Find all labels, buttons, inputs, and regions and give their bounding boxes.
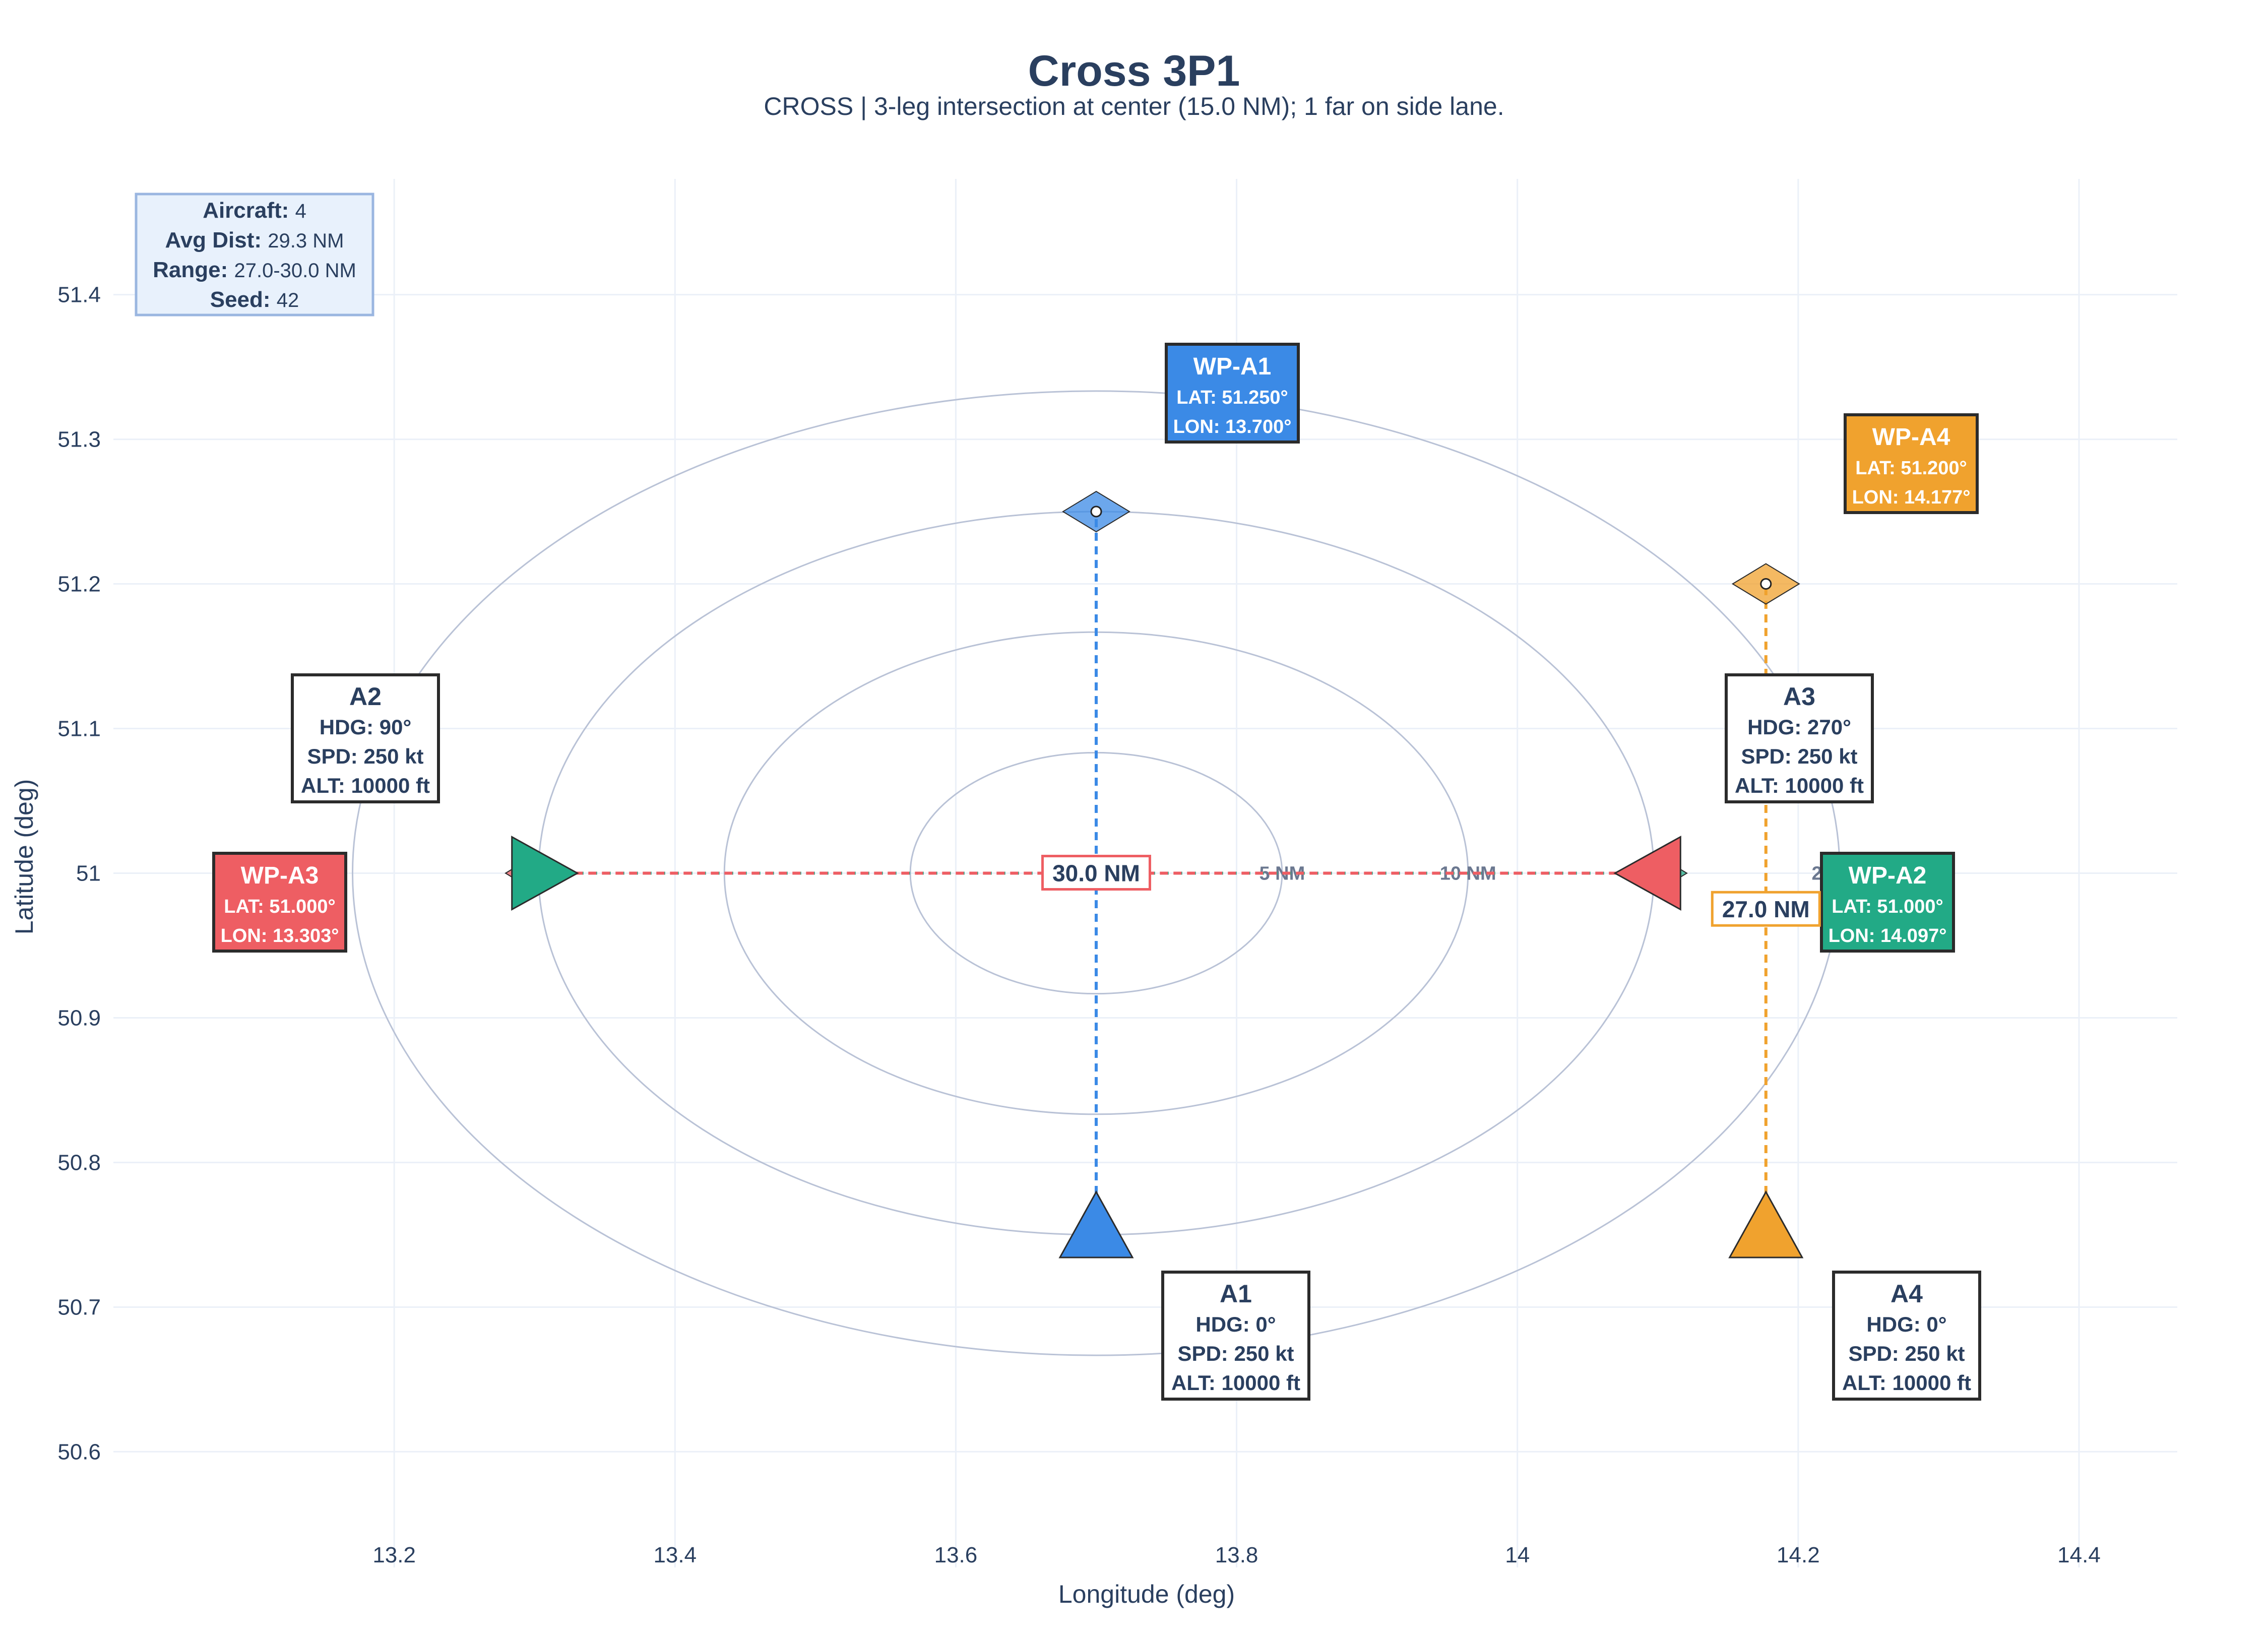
stats-value: 42	[277, 289, 299, 311]
waypoint-dot-a4	[1760, 578, 1772, 590]
aircraft-label-a3-frame	[1725, 673, 1874, 803]
waypoint-label-a3-frame	[212, 852, 347, 953]
waypoint-label-a4-line: WP-A4	[1872, 424, 1950, 451]
aircraft-label-a2-line: SPD: 250 kt	[307, 744, 423, 768]
stats-value: 27.0-30.0 NM	[234, 260, 356, 282]
waypoint-label-a2-frame	[1820, 852, 1955, 953]
waypoint-label-a4: WP-A4 LAT: 51.200° LON: 14.177°	[1844, 413, 1979, 514]
y-tick-label: 50.8	[57, 1150, 101, 1175]
aircraft-label-a4-frame	[1832, 1271, 1981, 1401]
y-tick-label: 50.7	[57, 1295, 101, 1319]
chart-title: Cross 3P1	[1028, 47, 1240, 95]
aircraft-label-a3-line: HDG: 270°	[1747, 715, 1851, 739]
stats-panel-frame	[135, 193, 374, 317]
aircraft-label-a2-line: ALT: 10000 ft	[301, 774, 430, 797]
waypoint-label-a3-line: LON: 13.303°	[221, 925, 339, 947]
y-axis-title: Latitude (deg)	[10, 779, 38, 935]
waypoint-label-a4-line: LAT: 51.200°	[1855, 458, 1967, 479]
stats-value: 29.3 NM	[268, 230, 344, 252]
stats-label: Seed:	[210, 287, 277, 312]
waypoint-label-a3-line: WP-A3	[241, 862, 319, 889]
waypoint-label-a1-line: WP-A1	[1193, 353, 1272, 380]
stats-value: 4	[295, 200, 306, 222]
distance-label-frame	[1711, 891, 1821, 927]
x-tick-label: 13.2	[372, 1543, 416, 1567]
x-tick-label: 14.2	[1777, 1543, 1820, 1567]
x-tick-label: 14.4	[2057, 1543, 2101, 1567]
aircraft-label-a1-frame	[1161, 1271, 1310, 1401]
aircraft-label-a1-line: ALT: 10000 ft	[1171, 1371, 1300, 1395]
aircraft-marker-a1	[1058, 1190, 1134, 1258]
waypoint-label-a3: WP-A3 LAT: 51.000° LON: 13.303°	[212, 852, 347, 953]
waypoint-dot-a1	[1090, 506, 1102, 518]
waypoint-label-a4-frame	[1844, 413, 1979, 514]
aircraft-label-a4-line: SPD: 250 kt	[1848, 1342, 1965, 1365]
waypoint-label-a2-line: LAT: 51.000°	[1832, 896, 1943, 917]
stats-row: Seed: 42	[210, 287, 299, 312]
aircraft-label-a3-line: ALT: 10000 ft	[1735, 774, 1864, 797]
x-tick-label: 13.6	[934, 1543, 978, 1567]
aircraft-label-a2-frame	[291, 673, 440, 803]
stats-label: Avg Dist:	[165, 228, 268, 253]
x-tick-label: 13.8	[1215, 1543, 1258, 1567]
y-tick-label: 50.9	[57, 1005, 101, 1030]
waypoint-label-a4-line: LON: 14.177°	[1852, 487, 1971, 508]
y-tick-label: 51	[76, 861, 101, 886]
aircraft-label-a4-line: ALT: 10000 ft	[1842, 1371, 1971, 1395]
distance-label: 27.0 NM	[1722, 896, 1810, 922]
x-axis-title: Longitude (deg)	[1058, 1580, 1235, 1608]
y-tick-label: 50.6	[57, 1439, 101, 1464]
y-tick-label: 51.3	[57, 427, 101, 452]
aircraft-label-a1-line: SPD: 250 kt	[1177, 1342, 1294, 1365]
aircraft-label-a1: A1 HDG: 0° SPD: 250 kt ALT: 10000 ft	[1161, 1271, 1310, 1401]
distance-label-frame	[1041, 855, 1151, 891]
aircraft-marker-a4	[1728, 1190, 1804, 1258]
aircraft-label-a3-line: A3	[1783, 682, 1815, 711]
waypoint-label-a1: WP-A1 LAT: 51.250° LON: 13.700°	[1165, 343, 1300, 444]
plot-area: 13.2 13.4 13.6 13.8 14 14.2 14.4 50.6 50.7 50.8 50…	[57, 179, 2177, 1567]
aircraft-label-a3: A3 HDG: 270° SPD: 250 kt ALT: 10000 ft	[1725, 673, 1874, 803]
waypoint-label-a1-line: LON: 13.700°	[1173, 416, 1292, 437]
waypoint-label-a2-line: LON: 14.097°	[1829, 925, 1947, 947]
x-tick-label: 13.4	[653, 1543, 697, 1567]
stats-label: Range:	[153, 258, 234, 282]
waypoint-label-a1-frame	[1165, 343, 1300, 444]
stats-row: Avg Dist: 29.3 NM	[165, 228, 344, 253]
aircraft-marker-a3	[1613, 835, 1681, 911]
aircraft-marker-a2	[511, 835, 579, 911]
stats-label: Aircraft:	[203, 198, 295, 223]
waypoint-label-a2-line: WP-A2	[1849, 862, 1927, 889]
waypoint-label-a1-line: LAT: 51.250°	[1176, 387, 1288, 408]
chart-subtitle: CROSS | 3-leg intersection at center (15…	[764, 92, 1504, 120]
aircraft-label-a1-line: HDG: 0°	[1195, 1312, 1276, 1336]
aircraft-label-a4-line: HDG: 0°	[1866, 1312, 1946, 1336]
aircraft-label-a2: A2 HDG: 90° SPD: 250 kt ALT: 10000 ft	[291, 673, 440, 803]
aircraft-label-a3-line: SPD: 250 kt	[1741, 744, 1857, 768]
aircraft-label-a2-line: HDG: 90°	[320, 715, 412, 739]
aircraft-label-a1-line: A1	[1220, 1280, 1252, 1308]
y-tick-label: 51.4	[57, 283, 101, 307]
stats-panel: Aircraft: 4 Avg Dist: 29.3 NM Range: 27.0-…	[135, 193, 374, 317]
y-tick-label: 51.1	[57, 717, 101, 741]
x-tick-label: 14	[1505, 1543, 1530, 1567]
stats-row: Aircraft: 4	[203, 198, 306, 223]
aircraft-label-a4: A4 HDG: 0° SPD: 250 kt ALT: 10000 ft	[1832, 1271, 1981, 1401]
waypoint-label-a3-line: LAT: 51.000°	[224, 896, 335, 917]
stats-row: Range: 27.0-30.0 NM	[153, 258, 356, 282]
aircraft-label-a4-line: A4	[1891, 1280, 1923, 1308]
waypoint-label-a2: WP-A2 LAT: 51.000° LON: 14.097°	[1820, 852, 1955, 953]
y-tick-label: 51.2	[57, 572, 101, 597]
aircraft-label-a2-line: A2	[349, 682, 382, 711]
distance-label: 30.0 NM	[1052, 860, 1140, 887]
